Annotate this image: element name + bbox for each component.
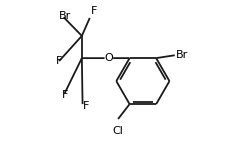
Text: Br: Br (59, 11, 71, 21)
Text: F: F (56, 56, 63, 66)
Text: Br: Br (175, 50, 188, 60)
Text: F: F (83, 101, 90, 111)
Text: F: F (62, 90, 68, 100)
Text: Cl: Cl (113, 126, 124, 136)
Text: O: O (104, 53, 113, 63)
Text: F: F (90, 7, 97, 17)
